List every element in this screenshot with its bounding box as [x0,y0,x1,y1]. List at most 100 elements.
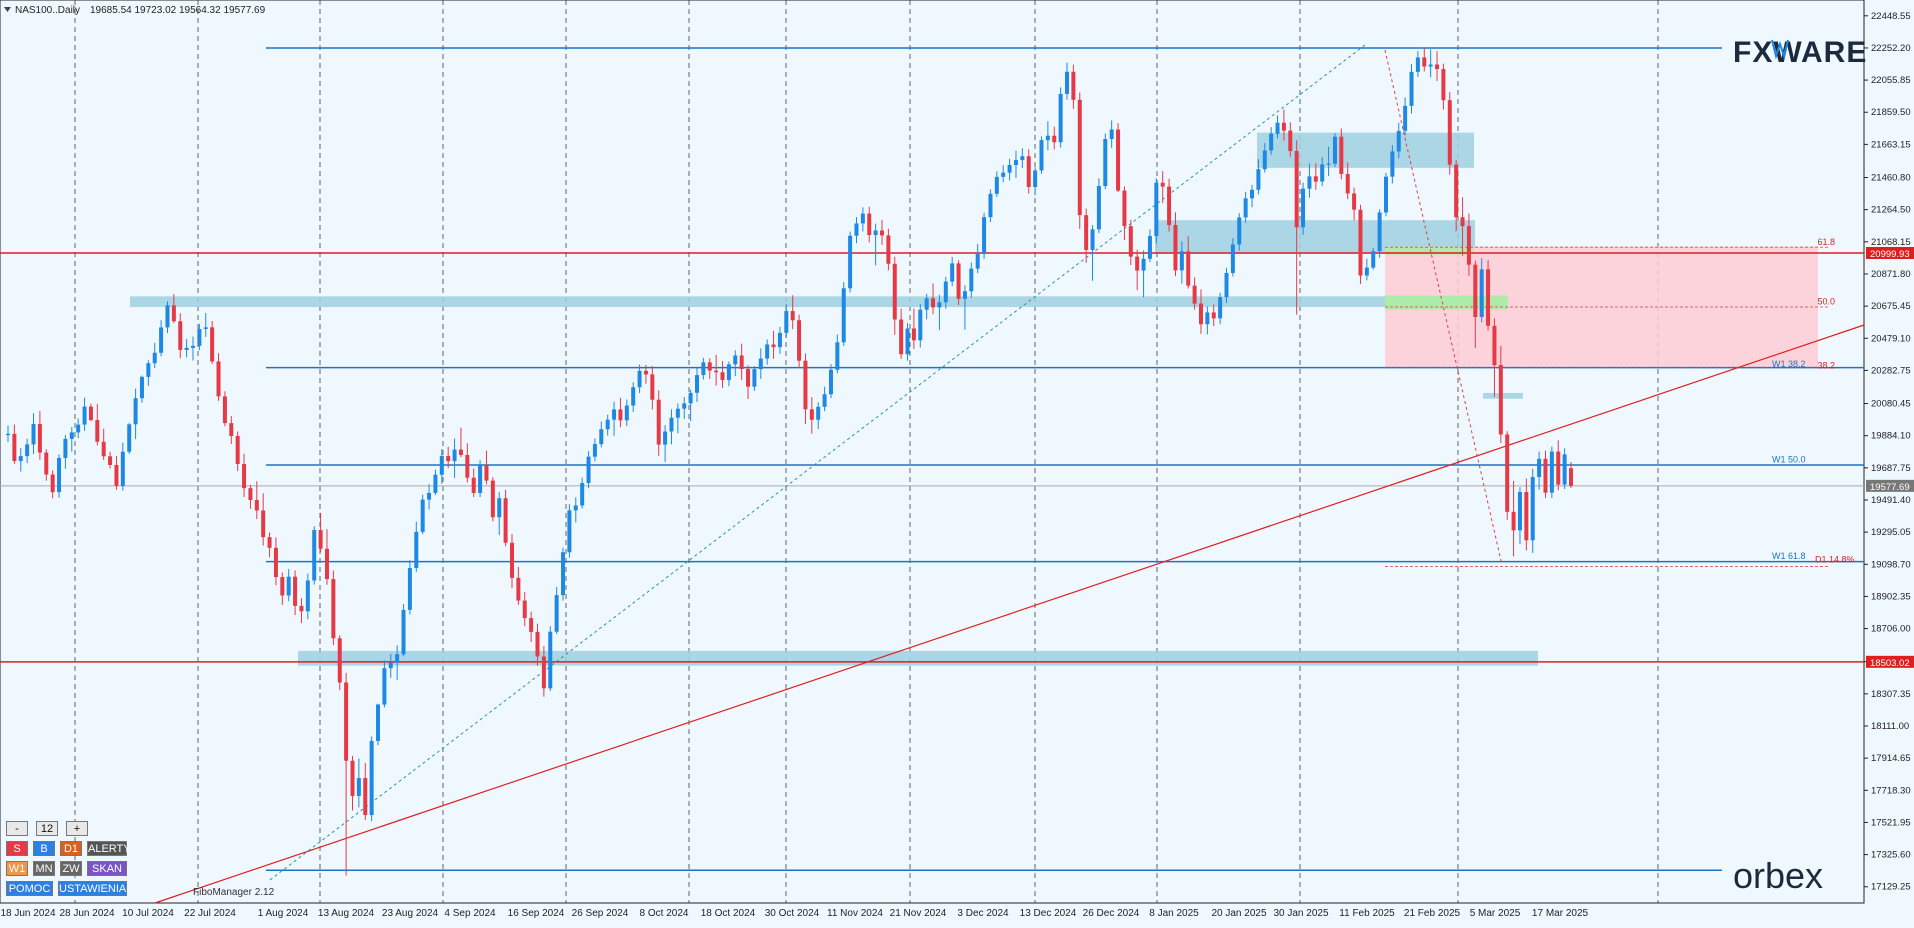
bull-candle [420,499,425,532]
bear-candle [44,452,49,475]
bear-candle [1071,71,1076,100]
bull-candle [1409,71,1414,106]
bear-candle [471,477,476,493]
timeframe-w1-button[interactable]: W1 [6,861,28,876]
bear-candle [114,464,119,486]
increase-button[interactable]: + [66,821,88,836]
y-tick-label: 19295.05 [1871,527,1911,538]
price-zone [298,650,1538,666]
bull-candle [1250,189,1255,199]
sell-button[interactable]: S [6,841,28,856]
bear-candle [880,230,885,236]
settings-button[interactable]: USTAWIENIA [58,881,127,896]
price-zone [1483,392,1523,399]
bear-candle [484,465,489,481]
x-tick-label: 16 Sep 2024 [508,908,565,919]
bear-candle [1358,209,1363,276]
y-tick-label: 19491.40 [1871,495,1911,506]
bull-candle [1147,236,1152,259]
bull-candle [165,305,170,328]
bear-candle [242,463,247,489]
bear-candle [509,542,514,578]
x-tick-label: 17 Mar 2025 [1532,908,1589,919]
bear-candle [1524,492,1529,541]
bear-candle [535,631,540,657]
bear-candle [101,441,106,457]
bull-candle [395,654,400,663]
bull-candle [1301,188,1306,228]
bull-candle [752,369,757,387]
bear-candle [273,547,278,578]
x-tick-label: 13 Dec 2024 [1020,908,1077,919]
y-tick-label: 20080.45 [1871,399,1911,410]
bull-candle [133,398,138,425]
bear-candle [324,548,329,580]
bear-candle [911,328,916,341]
buy-button[interactable]: B [33,841,55,856]
bull-candle [382,668,387,705]
alerts-button[interactable]: ALERTY [87,841,131,856]
bear-candle [892,263,897,320]
y-tick-label: 22448.55 [1871,11,1911,22]
timeframe-d1-button[interactable]: D1 [60,841,82,856]
timeframe-mn-button[interactable]: MN [33,861,55,876]
bear-candle [1511,511,1516,531]
bull-candle [127,424,132,452]
bear-candle [618,409,623,421]
bull-candle [848,235,853,289]
decrease-button[interactable]: - [6,821,28,836]
x-tick-label: 8 Jan 2025 [1149,908,1199,919]
bull-candle [612,409,617,420]
bull-candle [828,369,833,395]
zw-button[interactable]: ZW [60,861,82,876]
bull-candle [388,662,393,669]
bull-candle [1141,258,1146,271]
bull-candle [637,370,642,388]
bear-candle [1198,303,1203,325]
bull-candle [905,328,910,355]
y-tick-label: 21264.50 [1871,205,1911,216]
scan-button[interactable]: SKAN [87,861,127,876]
bull-candle [777,332,782,348]
bull-candle [1320,164,1325,182]
bear-candle [261,510,266,538]
bear-candle [267,537,272,548]
price-tag-label: 20999.93 [1870,249,1910,260]
bear-candle [458,449,463,455]
help-button[interactable]: POMOC [6,881,53,896]
bull-candle [860,213,865,224]
x-tick-label: 11 Nov 2024 [827,908,883,919]
bull-candle [962,291,967,299]
y-tick-label: 21663.15 [1871,139,1911,150]
bear-candle [331,579,336,639]
bull-candle [1039,140,1044,171]
bear-candle [171,305,176,322]
bull-candle [592,444,597,457]
bear-candle [1052,135,1057,143]
bull-candle [758,358,763,370]
bull-candle [146,363,151,377]
bull-candle [924,298,929,310]
bear-candle [650,374,655,400]
chevron-down-icon[interactable] [4,7,11,12]
x-tick-label: 21 Feb 2025 [1404,908,1461,919]
bear-candle [803,360,808,410]
bull-candle [191,345,196,348]
y-tick-label: 18706.00 [1871,624,1911,635]
y-tick-label: 21460.80 [1871,173,1911,184]
y-tick-label: 17718.30 [1871,785,1911,796]
bear-candle [746,369,751,387]
bull-candle [1530,477,1535,541]
x-tick-label: 30 Jan 2025 [1273,908,1328,919]
bear-candle [790,311,795,321]
bull-candle [18,456,23,461]
fxware-logo: FXWARE [1733,36,1867,69]
bull-candle [701,362,706,376]
bear-candle [931,298,936,308]
bear-candle [1345,173,1350,194]
bull-candle [1415,57,1420,72]
bull-candle [433,474,438,493]
bull-candle [1364,267,1369,276]
